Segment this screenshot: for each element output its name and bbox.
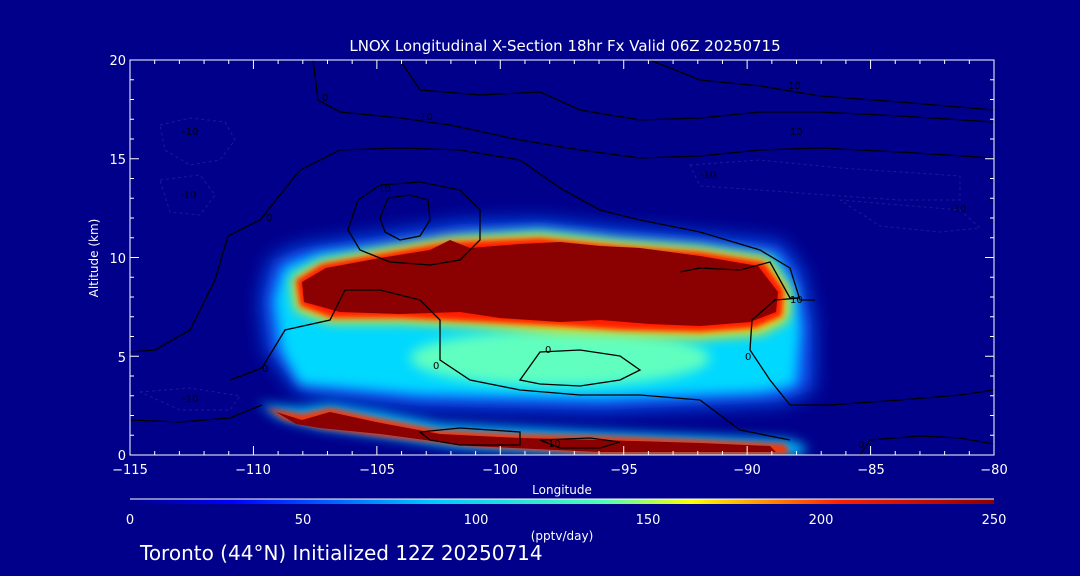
colorbar-tick-label: 100 — [464, 513, 489, 528]
colorbar-tick-label: 0 — [126, 513, 134, 528]
heatmap-field — [258, 222, 812, 455]
y-axis-label: Altitude (km) — [87, 219, 101, 298]
contour-label: 10 — [378, 184, 391, 195]
x-tick-label: −95 — [610, 463, 637, 478]
x-tick-label: −115 — [112, 463, 148, 478]
colorbar-gradient — [130, 499, 994, 504]
ground-band-main — [276, 412, 776, 452]
mid-level-patch — [410, 330, 710, 386]
colorbar-tick-label: 50 — [295, 513, 312, 528]
contour-label: -10 — [700, 170, 716, 181]
contour-label: 0 — [545, 345, 551, 356]
x-tick-label: −105 — [359, 463, 395, 478]
y-tick-label: 0 — [118, 449, 126, 464]
contour-label: -10 — [182, 394, 198, 405]
colorbar-tick-label: 150 — [636, 513, 661, 528]
chart-title: LNOX Longitudinal X-Section 18hr Fx Vali… — [349, 37, 780, 55]
contour-label: -10 — [182, 127, 198, 138]
y-tick-label: 10 — [109, 252, 126, 267]
x-axis-label: Longitude — [532, 483, 592, 497]
band-main — [302, 240, 778, 326]
colorbar-units-label: (pptv/day) — [531, 529, 594, 543]
x-tick-label: −80 — [980, 463, 1007, 478]
contour-label-group: 0 0 0 0 0 0 0 10 10 10 10 10 10 -10 -10 … — [180, 81, 966, 451]
negative-contours — [139, 117, 982, 411]
colorbar-tick-label: 250 — [982, 513, 1007, 528]
contour-label: 10 — [420, 112, 433, 123]
colorbar: 0 50 100 150 200 250 (pptv/day) — [126, 498, 1007, 543]
y-tick-label: 20 — [109, 54, 126, 69]
x-axis: −115 −110 −105 −100 −95 −90 −85 −80 Long… — [112, 463, 1008, 497]
axis-ticks — [129, 59, 995, 456]
contour-label: -10 — [950, 204, 966, 215]
x-tick-label: −90 — [733, 463, 760, 478]
colorbar-tick-label: 200 — [809, 513, 834, 528]
x-tick-label: −85 — [857, 463, 884, 478]
contour-label: 0 — [858, 440, 864, 451]
contour-label: 10 — [790, 127, 803, 138]
y-tick-label: 5 — [118, 351, 126, 366]
contour-label: 0 — [745, 352, 751, 363]
contour-lines — [130, 60, 994, 455]
contour-label: 10 — [788, 81, 801, 92]
contour-label: 0 — [262, 364, 268, 375]
contour-label: 0 — [433, 361, 439, 372]
plot-area: 0 0 0 0 0 0 0 10 10 10 10 10 10 -10 -10 … — [129, 59, 995, 456]
contour-label: 10 — [548, 439, 561, 450]
contour-label: 0 — [266, 213, 272, 224]
y-tick-label: 15 — [109, 153, 126, 168]
x-tick-label: −100 — [482, 463, 518, 478]
contour-label: 0 — [322, 93, 328, 104]
x-tick-label: −110 — [235, 463, 271, 478]
contour-label: 10 — [790, 295, 803, 306]
y-axis: 0 5 10 15 20 Altitude (km) — [87, 54, 126, 464]
contour-label: -10 — [180, 190, 196, 201]
run-info-footer: Toronto (44°N) Initialized 12Z 20250714 — [140, 541, 543, 565]
